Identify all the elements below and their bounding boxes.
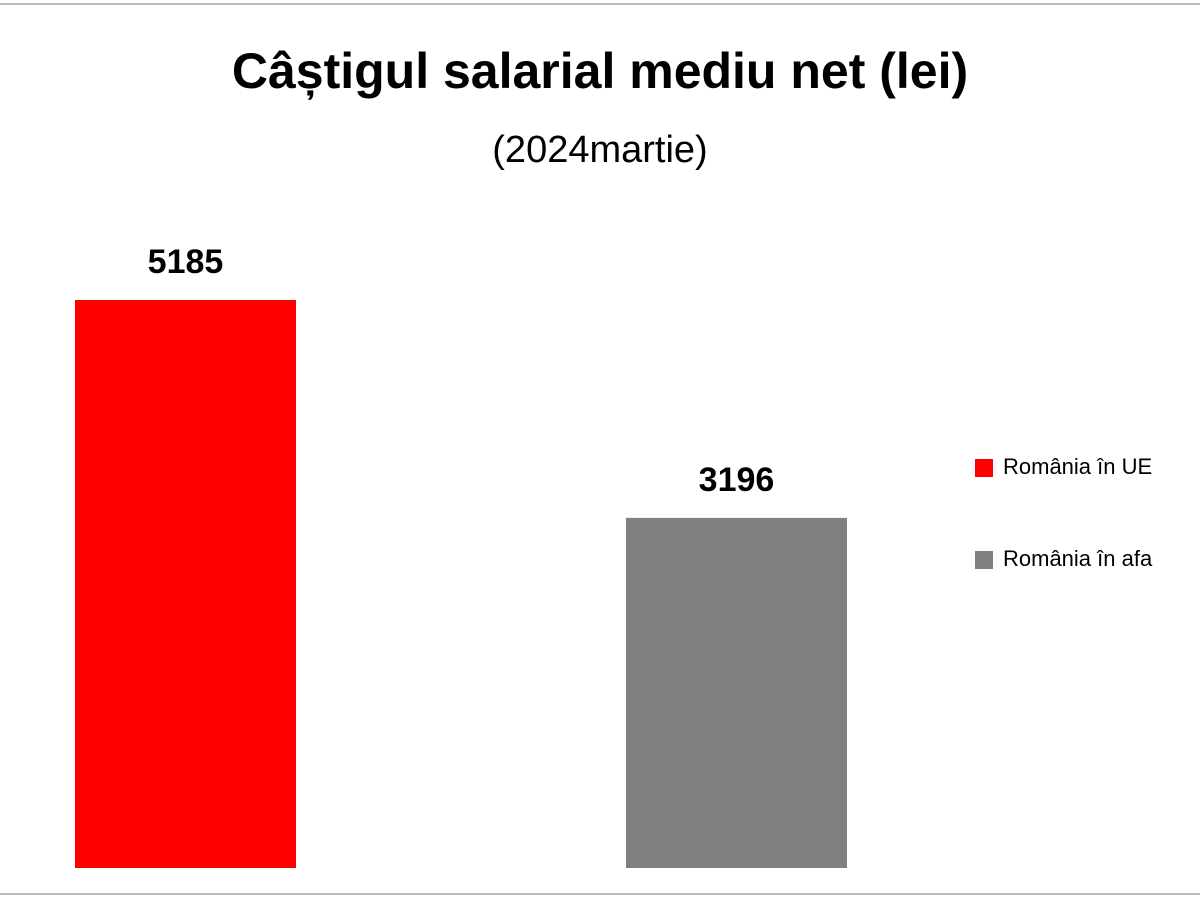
legend-swatch <box>975 459 993 477</box>
data-label: 3196 <box>699 461 775 499</box>
legend-swatch <box>975 551 993 569</box>
legend-label: România în UE <box>1003 454 1152 479</box>
data-label: 5185 <box>148 243 224 281</box>
bar <box>626 517 847 868</box>
chart-subtitle: (2024martie) <box>492 129 707 171</box>
chart-title: Câștigul salarial mediu net (lei) <box>232 43 968 99</box>
legend-label: România în afa <box>1003 546 1153 571</box>
bar <box>75 300 296 868</box>
